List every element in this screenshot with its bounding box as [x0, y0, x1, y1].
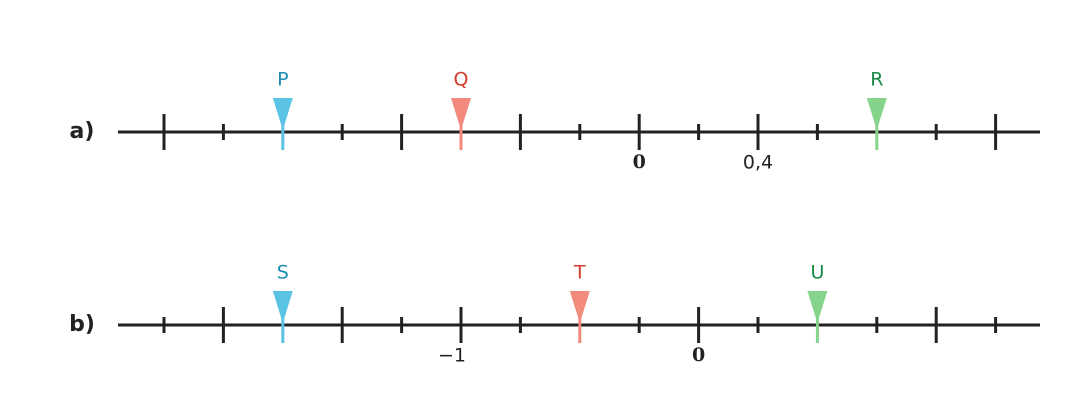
marker-label: R — [870, 69, 883, 91]
marker-label: T — [573, 262, 586, 284]
marker-pointer — [272, 98, 293, 130]
marker-pointer — [451, 98, 471, 130]
row-label: b) — [69, 312, 95, 337]
marker-pointer — [569, 291, 590, 323]
tick-label: −1 — [438, 345, 466, 367]
row-label: a) — [70, 119, 95, 144]
tick-label: 0 — [692, 344, 705, 366]
tick-label: 0 — [633, 151, 646, 173]
marker-pointer — [807, 291, 828, 323]
marker-label: U — [810, 262, 824, 284]
marker-pointer — [866, 98, 887, 130]
marker-label: S — [277, 262, 289, 284]
tick-label: 0,4 — [743, 152, 773, 174]
marker-pointer — [272, 291, 293, 323]
marker-label: P — [277, 69, 288, 91]
marker-label: Q — [454, 69, 469, 91]
